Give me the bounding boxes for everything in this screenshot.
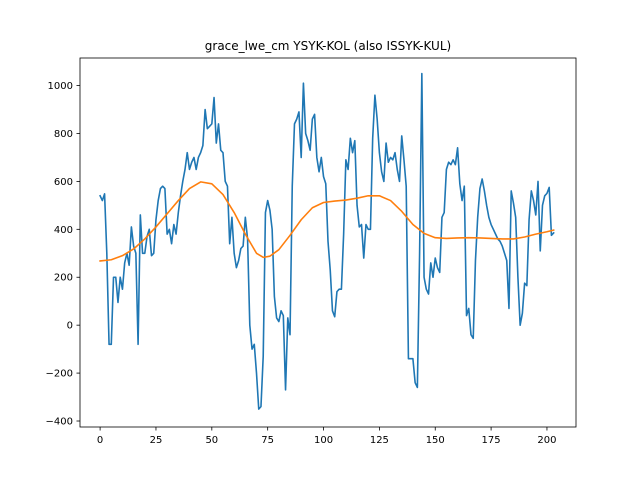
x-tick-label: 0 (97, 435, 103, 446)
axes-layer: 0 25 50 75 100 125 150 175 200 −400 −200 0 200 400 600… (46, 57, 577, 446)
y-tick-label: 600 (54, 177, 73, 188)
y-tick-label: 800 (54, 129, 73, 140)
plot-frame (79, 57, 577, 428)
chart-title: grace_lwe_cm YSYK-KOL (also ISSYK-KUL) (205, 39, 451, 53)
y-tick-label: 1000 (48, 81, 73, 92)
x-tick-label: 75 (261, 435, 274, 446)
series-line-1 (99, 181, 555, 262)
x-tick-label: 200 (537, 435, 556, 446)
y-tick-label: 200 (54, 273, 73, 284)
x-tick-label: 150 (426, 435, 445, 446)
series-layer (99, 72, 555, 410)
y-tick-label: −200 (46, 369, 73, 380)
y-tick-label: 0 (67, 321, 73, 332)
x-tick-label: 25 (150, 435, 163, 446)
y-tick-label: −400 (46, 417, 73, 428)
y-tick-label: 400 (54, 225, 73, 236)
series-line-0 (99, 72, 555, 410)
x-tick-label: 125 (370, 435, 389, 446)
x-tick-label: 175 (482, 435, 501, 446)
x-tick-label: 50 (205, 435, 218, 446)
x-tick-label: 100 (314, 435, 333, 446)
